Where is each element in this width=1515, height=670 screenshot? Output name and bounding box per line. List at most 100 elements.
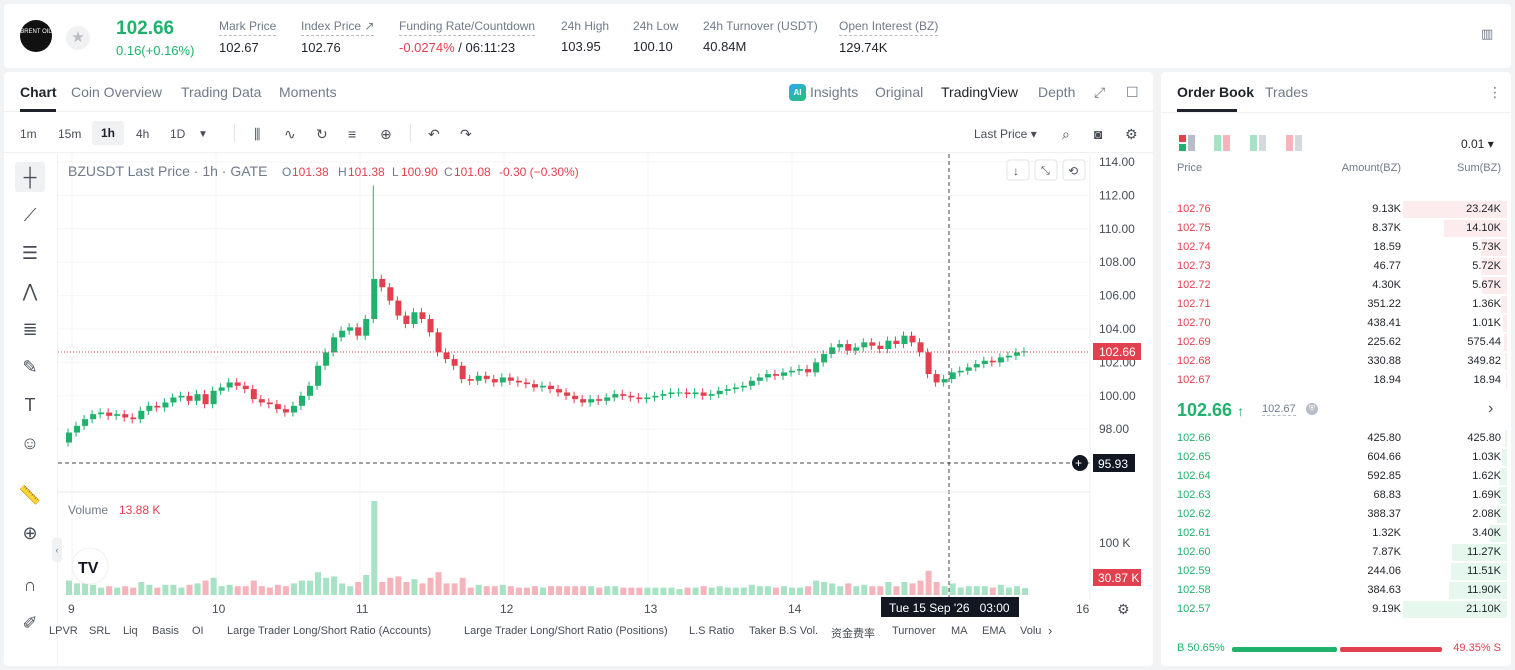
expand-icon[interactable]: ⤢ bbox=[1094, 84, 1106, 100]
zoom-in-icon[interactable]: ⊕ bbox=[22, 523, 38, 543]
gear-icon[interactable]: ⚙ bbox=[1125, 126, 1138, 142]
add-alert-icon[interactable]: ⊕ bbox=[380, 126, 392, 142]
search-icon[interactable]: ⌕ bbox=[1062, 126, 1070, 142]
templates-icon[interactable]: ≡ bbox=[348, 126, 357, 142]
ask-row[interactable]: 102.70 438.41 1.01K bbox=[1161, 314, 1511, 333]
indicator-volume[interactable]: Volu bbox=[1020, 625, 1042, 637]
stat-index-price[interactable]: Index Price ↗ 102.76 bbox=[301, 19, 375, 55]
bid-row[interactable]: 102.66 425.80 425.80 bbox=[1161, 429, 1511, 448]
precision-select[interactable]: 0.01 ▾ bbox=[1461, 137, 1494, 151]
indicator-large-trader-positions[interactable]: Large Trader Long/Short Ratio (Positions… bbox=[464, 625, 668, 637]
indicator-turnover[interactable]: Turnover bbox=[892, 625, 936, 637]
book-icon[interactable]: ▥ bbox=[1481, 26, 1494, 41]
tab-trading-data[interactable]: Trading Data bbox=[181, 84, 262, 100]
candle-body bbox=[564, 392, 571, 396]
chevron-down-icon[interactable]: ▼ bbox=[198, 129, 208, 140]
ask-row[interactable]: 102.75 8.37K 14.10K bbox=[1161, 219, 1511, 238]
camera-icon[interactable]: ◙ bbox=[1094, 126, 1103, 142]
compare-icon[interactable]: ↻ bbox=[316, 126, 328, 142]
crosshair-icon[interactable]: ┼ bbox=[15, 162, 45, 192]
candle-body bbox=[515, 380, 522, 383]
bid-row[interactable]: 102.58 384.63 11.90K bbox=[1161, 581, 1511, 600]
indicator-liq[interactable]: Liq bbox=[123, 625, 138, 637]
chevron-right-icon[interactable]: › bbox=[1048, 623, 1053, 638]
layout-split-icon[interactable] bbox=[1214, 135, 1230, 151]
collapse-toolbar-button[interactable]: ‹ bbox=[52, 538, 62, 562]
timeframe-1h[interactable]: 1h bbox=[92, 121, 125, 145]
chevron-right-icon[interactable]: › bbox=[1488, 400, 1494, 417]
indicator-lpvr[interactable]: LPVR bbox=[49, 625, 78, 637]
pencil-icon[interactable]: ✐ bbox=[22, 613, 38, 633]
indicator-taker-bs-vol[interactable]: Taker B.S Vol. bbox=[749, 625, 819, 637]
bid-row[interactable]: 102.61 1.32K 3.40K bbox=[1161, 524, 1511, 543]
indicator-ls-ratio[interactable]: L.S Ratio bbox=[689, 625, 735, 637]
bid-row[interactable]: 102.57 9.19K 21.10K bbox=[1161, 600, 1511, 619]
candle-body bbox=[491, 379, 498, 383]
layout-bids-icon[interactable] bbox=[1250, 135, 1266, 151]
indicator-ma[interactable]: MA bbox=[951, 625, 968, 637]
ask-row[interactable]: 102.72 4.30K 5.67K bbox=[1161, 276, 1511, 295]
volume-bar bbox=[620, 587, 627, 595]
bid-row[interactable]: 102.64 592.85 1.62K bbox=[1161, 467, 1511, 486]
tab-moments[interactable]: Moments bbox=[279, 84, 337, 100]
tab-trades[interactable]: Trades bbox=[1265, 84, 1309, 100]
candles-icon[interactable]: ⫼ bbox=[254, 126, 261, 142]
header-price: Price bbox=[1177, 162, 1203, 174]
volume-bar bbox=[837, 586, 844, 595]
insights-button[interactable]: Insights bbox=[810, 84, 859, 100]
timeframe-15m[interactable]: 15m bbox=[58, 127, 82, 141]
price-chart[interactable]: 114.00 112.00 110.00 108.00 106.00 104.00 102.… bbox=[4, 72, 1153, 620]
tab-order-book[interactable]: Order Book bbox=[1177, 84, 1255, 100]
ask-row[interactable]: 102.71 351.22 1.36K bbox=[1161, 295, 1511, 314]
volume-label: Volume bbox=[68, 503, 108, 517]
text-icon[interactable]: T bbox=[24, 395, 36, 415]
indicators-icon[interactable]: ∿ bbox=[284, 126, 296, 142]
layout-asks-icon[interactable] bbox=[1286, 135, 1302, 151]
layout-both-icon[interactable] bbox=[1179, 135, 1195, 151]
bid-row[interactable]: 102.60 7.87K 11.27K bbox=[1161, 543, 1511, 562]
timeframe-1m[interactable]: 1m bbox=[20, 127, 37, 141]
redo-icon[interactable]: ↷ bbox=[460, 126, 472, 142]
depth-button[interactable]: Depth bbox=[1038, 84, 1076, 100]
indicator-ema[interactable]: EMA bbox=[982, 625, 1006, 637]
indicator-large-trader-accounts[interactable]: Large Trader Long/Short Ratio (Accounts) bbox=[227, 625, 432, 637]
last-price-tag-bg bbox=[1093, 343, 1141, 360]
ask-row[interactable]: 102.67 18.94 18.94 bbox=[1161, 371, 1511, 390]
candle-body bbox=[660, 394, 667, 396]
window-icon[interactable]: ☐ bbox=[1126, 84, 1139, 100]
bid-row[interactable]: 102.62 388.37 2.08K bbox=[1161, 505, 1511, 524]
horizontal-lines-icon[interactable]: ☰ bbox=[21, 243, 39, 263]
ask-row[interactable]: 102.69 225.62 575.44 bbox=[1161, 333, 1511, 352]
brush-icon[interactable]: ✎ bbox=[22, 357, 38, 377]
last-price-select[interactable]: Last Price ▾ bbox=[974, 127, 1037, 141]
indicator-basis[interactable]: Basis bbox=[152, 625, 179, 637]
tab-coin-overview[interactable]: Coin Overview bbox=[71, 84, 163, 100]
original-button[interactable]: Original bbox=[875, 84, 924, 100]
timeframe-1d[interactable]: 1D bbox=[170, 127, 186, 141]
more-options-icon[interactable]: ⋮ bbox=[1488, 84, 1502, 100]
favorite-star-icon[interactable]: ★ bbox=[66, 26, 90, 50]
ask-row[interactable]: 102.68 330.88 349.82 bbox=[1161, 352, 1511, 371]
emoji-icon[interactable]: ☺ bbox=[20, 433, 40, 453]
ask-row[interactable]: 102.74 18.59 5.73K bbox=[1161, 238, 1511, 257]
depth-bar bbox=[1502, 315, 1507, 332]
candle-body bbox=[789, 370, 796, 373]
bid-row[interactable]: 102.59 244.06 11.51K bbox=[1161, 562, 1511, 581]
magnet-icon[interactable]: ∩ bbox=[23, 575, 37, 595]
volume-bar bbox=[981, 586, 988, 595]
bid-row[interactable]: 102.63 68.83 1.69K bbox=[1161, 486, 1511, 505]
ask-row[interactable]: 102.76 9.13K 23.24K bbox=[1161, 200, 1511, 219]
tab-chart[interactable]: Chart bbox=[20, 84, 57, 100]
ruler-icon[interactable]: 📏 bbox=[18, 485, 42, 505]
pattern-icon[interactable]: ⋀ bbox=[22, 281, 38, 301]
trendline-icon[interactable]: ⟋ bbox=[23, 205, 37, 225]
ask-row[interactable]: 102.73 46.77 5.72K bbox=[1161, 257, 1511, 276]
tradingview-button[interactable]: TradingView bbox=[941, 84, 1019, 100]
indicator-funding-rate[interactable]: 资金费率 bbox=[831, 628, 875, 640]
indicator-oi[interactable]: OI bbox=[192, 625, 204, 637]
fib-icon[interactable]: ≣ bbox=[22, 319, 38, 339]
timeframe-4h[interactable]: 4h bbox=[136, 127, 150, 141]
undo-icon[interactable]: ↶ bbox=[428, 126, 440, 142]
indicator-srl[interactable]: SRL bbox=[89, 625, 111, 637]
bid-row[interactable]: 102.65 604.66 1.03K bbox=[1161, 448, 1511, 467]
